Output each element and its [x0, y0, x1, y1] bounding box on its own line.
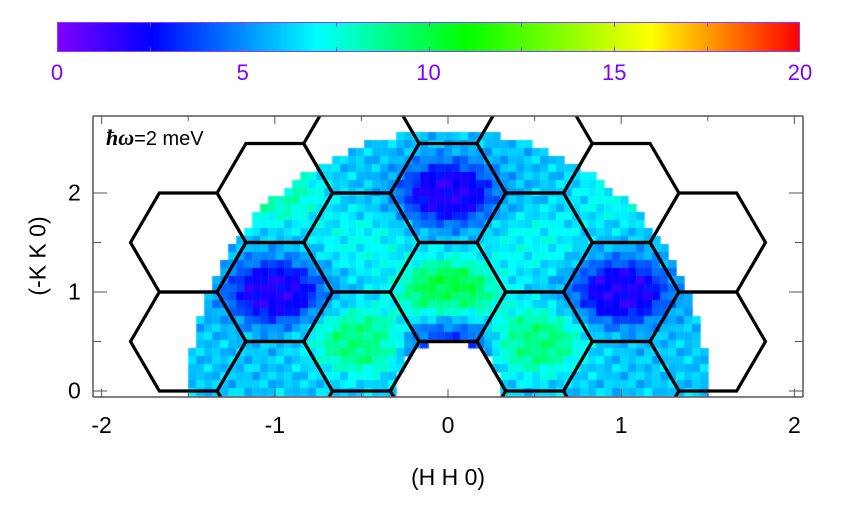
brillouin-zone-hexagon: [648, 290, 768, 393]
brillouin-zone-hexagon: [215, 240, 335, 344]
x-tick-label: -2: [91, 412, 112, 438]
brillouin-zone-hexagon: [475, 290, 595, 393]
brillouin-zone-hexagon: [128, 191, 248, 294]
y-axis-label: (-K K 0): [24, 216, 51, 296]
x-tick-label: 0: [441, 412, 455, 438]
brillouin-zone-hexagon: [301, 191, 421, 294]
brillouin-zone-hexagon: [215, 141, 335, 245]
x-tick-label: 1: [614, 412, 628, 438]
x-axis-label: (H H 0): [410, 464, 486, 490]
y-tick-label: 2: [68, 179, 81, 206]
y-tick-label: 0: [68, 377, 81, 404]
energy-annotation: ħω=2 meV: [106, 125, 204, 150]
brillouin-zone-hexagon: [388, 240, 508, 344]
brillouin-zone-hexagon: [648, 191, 768, 294]
brillouin-zone-hexagon: [301, 290, 421, 393]
axes-frame: [92, 115, 804, 398]
brillouin-zone-hexagon: [561, 141, 681, 245]
brillouin-zone-hexagon: [128, 290, 248, 393]
x-tick-label: -1: [264, 412, 286, 438]
brillouin-zone-hexagon: [475, 191, 595, 294]
brillouin-zone-hexagon: [475, 116, 595, 195]
hbar-omega-symbol: ħω: [106, 125, 135, 150]
brillouin-zone-hexagons: [128, 116, 768, 397]
brillouin-zone-hexagon: [561, 240, 681, 344]
brillouin-zone-hexagon: [388, 141, 508, 245]
energy-value: =2 meV: [134, 128, 204, 150]
x-tick-label: 2: [787, 412, 801, 438]
y-tick-label: 1: [68, 278, 81, 305]
brillouin-zone-hexagon: [301, 116, 421, 195]
